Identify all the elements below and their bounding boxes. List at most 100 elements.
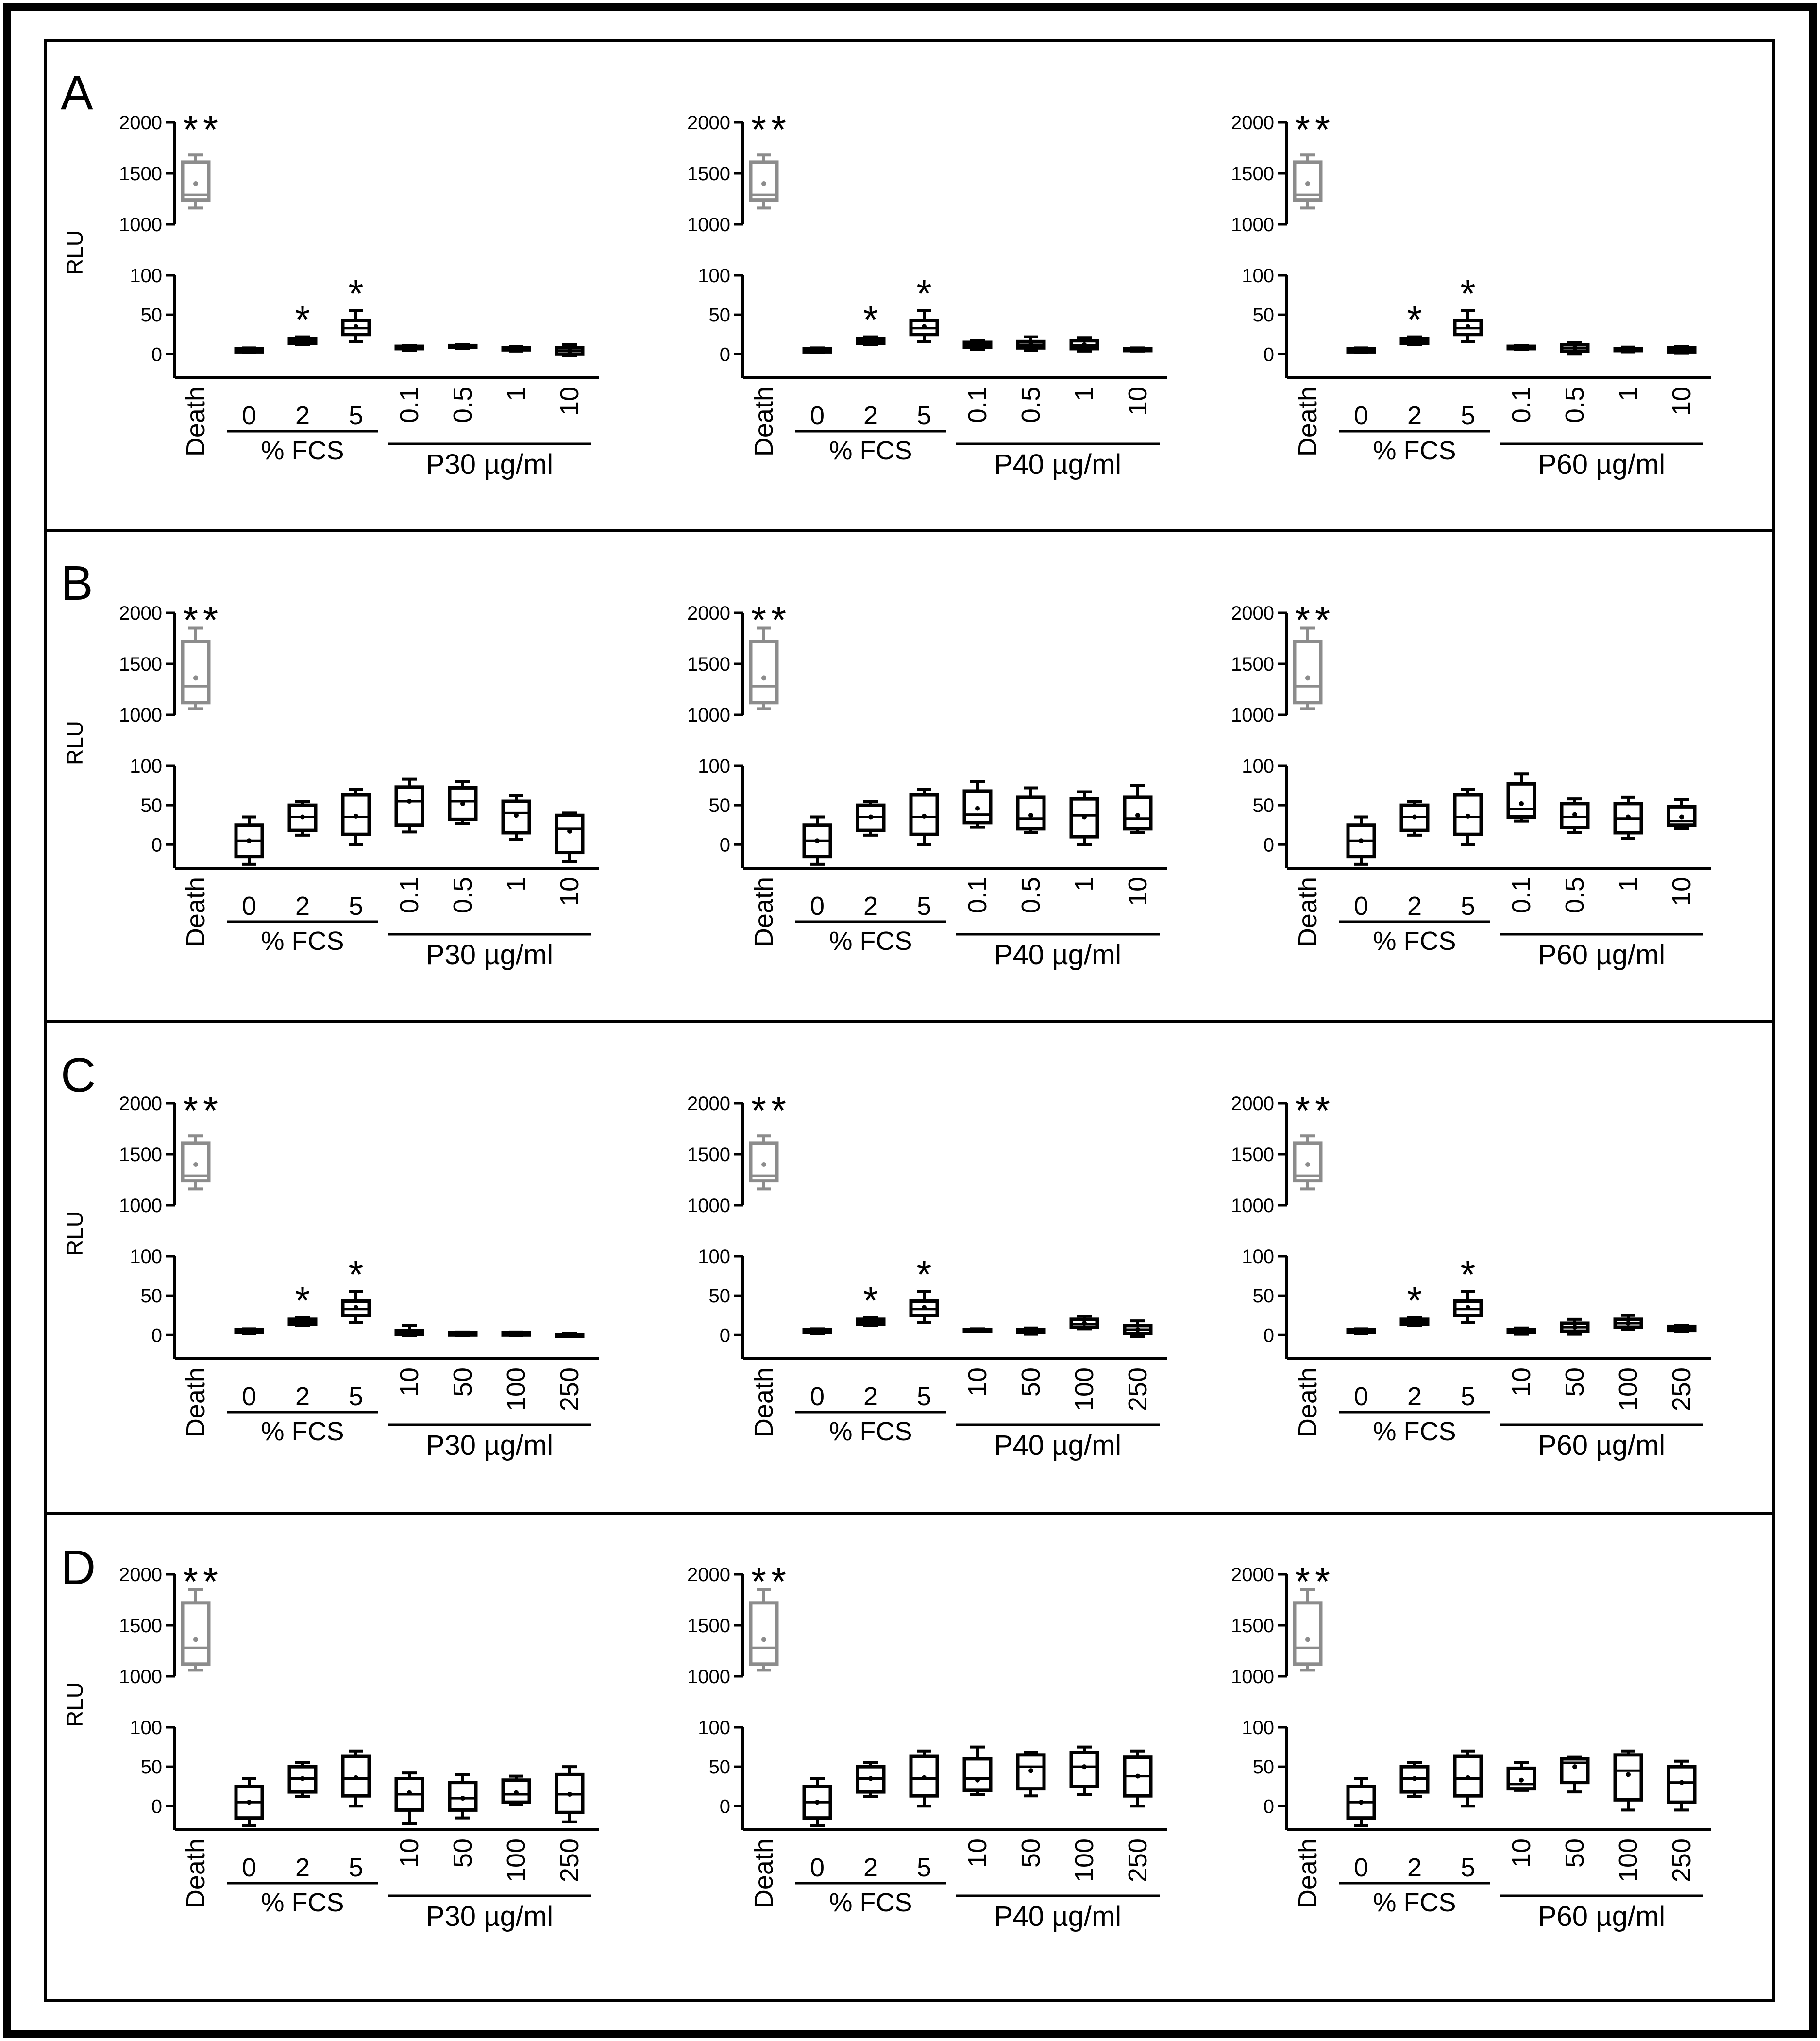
x-tick-label: 0 [242,892,256,921]
x-tick-label: 0 [1354,1853,1368,1882]
x-tick-label: 10 [963,1367,992,1397]
y-tick-label: 100 [698,1717,730,1738]
x-tick-label: 1 [1070,387,1099,401]
x-tick-label: 5 [917,1382,931,1411]
mean-point [761,1162,766,1167]
box-10 [962,1327,993,1333]
box-body [341,793,371,836]
x-tick-label: 50 [1016,1367,1045,1397]
mean-point [1028,813,1033,818]
y-tick-label: 50 [141,795,163,816]
x-tick-label: 10 [1667,877,1696,906]
box-0 [802,815,832,866]
y-tick-label: 1000 [1231,1195,1274,1216]
x-tick-label: 100 [1614,1367,1643,1411]
box-0 [234,1327,264,1335]
x-tick-label: Death [1293,1839,1322,1908]
box-plot-d-2: 1000 1500 2000 0 50 100 ** Death 0 2 5 10 50 100 250 % … [687,1560,1167,1932]
box-2 [1399,800,1430,837]
box-body [962,1757,993,1792]
mean-point [1305,1162,1310,1167]
mean-point [1412,814,1417,820]
x-tick-label: 5 [349,401,363,430]
y-tick-label: 1000 [119,1666,162,1687]
x-tick-label: 0.5 [448,877,477,913]
x-tick-label: 5 [349,1382,363,1411]
mean-point [247,838,252,843]
mean-point [1135,347,1140,352]
box-body [181,1601,211,1666]
y-tick-label: 1000 [687,1195,730,1216]
x-tick-label: 0.5 [1560,387,1589,423]
mean-point [1679,348,1684,353]
significance-marker: * [863,298,878,341]
box-5 [1453,1749,1483,1808]
mean-point [1626,1772,1631,1777]
y-tick-label: 100 [1242,1717,1274,1738]
box-0-5 [448,343,478,350]
box-death: ** [749,1560,791,1672]
mean-point [1466,1305,1470,1310]
box-0-1 [1506,344,1536,351]
y-tick-label: 2000 [119,1093,162,1114]
y-tick-label: 0 [720,344,730,365]
box-0 [802,1327,832,1335]
panel-letter-d: D [61,1540,96,1595]
y-tick-label: 50 [709,1285,731,1307]
mean-point [815,838,820,843]
x-tick-label: 2 [863,401,878,430]
mean-point [1359,838,1364,843]
y-tick-label: 2000 [119,112,162,134]
y-tick-label: 100 [130,756,162,777]
significance-marker: ** [751,1560,791,1603]
mean-point [1679,1326,1684,1332]
x-tick-label: 10 [1667,387,1696,416]
x-tick-label: 0 [810,401,825,430]
box-death: ** [1293,1089,1335,1191]
x-tick-label: 0 [1354,1382,1368,1411]
x-tick-label: 10 [555,387,584,416]
mean-point [567,1791,572,1797]
y-tick-label: 1500 [119,1144,162,1165]
box-2: * [287,1279,318,1327]
mean-point [1679,1780,1684,1785]
mean-point [460,1796,465,1801]
mean-point [1135,1773,1140,1779]
y-tick-label: 2000 [687,1564,730,1586]
x-tick-label: 250 [1667,1839,1696,1882]
fcs-group-label: % FCS [829,927,912,956]
panel-letter-c: C [61,1048,96,1102]
x-tick-label: 2 [295,1853,310,1882]
mean-point [300,338,305,343]
mean-point [815,1800,820,1805]
x-tick-label: 0.5 [1016,877,1045,913]
mean-point [1572,812,1577,817]
significance-marker: * [916,1253,931,1296]
box-10 [1506,1326,1536,1336]
y-tick-label: 0 [1264,834,1274,856]
y-tick-label: 1000 [1231,1666,1274,1687]
significance-marker: ** [751,598,791,641]
mean-point [354,324,358,329]
mean-point [922,324,927,329]
y-tick-label: 1000 [687,214,730,236]
x-tick-label: 10 [1507,1367,1536,1397]
significance-marker: ** [1295,1089,1335,1132]
box-0 [1346,346,1376,354]
y-tick-label: 50 [141,304,163,326]
y-tick-label: 100 [1242,756,1274,777]
box-10 [1123,784,1153,834]
x-tick-label: 0 [242,1853,256,1882]
fcs-group-label: % FCS [1373,436,1456,465]
mean-point [1305,675,1310,681]
x-tick-label: 50 [1016,1839,1045,1868]
x-tick-label: 0.1 [395,877,424,913]
box-0-5 [1560,797,1590,834]
x-tick-label: 50 [1560,1839,1589,1868]
x-tick-label: 0.1 [1507,877,1536,913]
box-250 [1123,1749,1153,1808]
mean-point [1028,342,1033,347]
